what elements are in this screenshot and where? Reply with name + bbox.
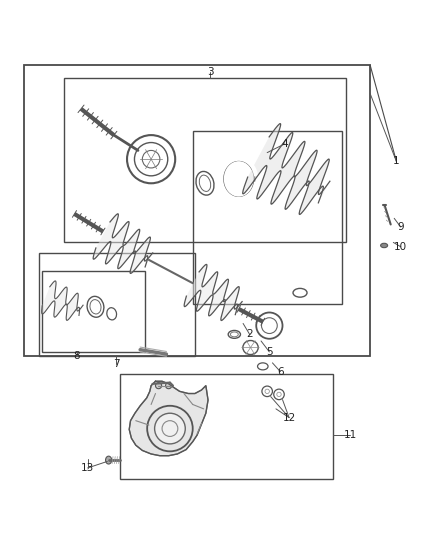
Circle shape [155,413,185,444]
Circle shape [166,383,172,389]
Text: 11: 11 [344,430,357,440]
Polygon shape [243,124,330,214]
Text: 12: 12 [283,413,296,423]
Text: 8: 8 [73,351,80,361]
Text: 3: 3 [207,67,214,77]
Bar [24,65,370,356]
Polygon shape [42,281,83,320]
Text: 2: 2 [246,329,253,340]
Polygon shape [93,214,153,273]
Polygon shape [129,381,208,456]
Bar [42,271,145,352]
Bar [120,374,333,479]
Polygon shape [184,264,242,320]
Bar [39,253,195,356]
Text: 9: 9 [397,222,404,232]
Text: 13: 13 [81,463,94,473]
Text: 5: 5 [266,347,273,357]
Text: 10: 10 [394,242,407,252]
Bar [64,78,346,243]
Circle shape [155,383,162,389]
Text: 6: 6 [277,367,284,377]
Bar [193,131,342,304]
Ellipse shape [106,456,112,464]
Text: 7: 7 [113,359,120,369]
Ellipse shape [381,243,388,248]
Text: 1: 1 [393,156,400,166]
Text: 4: 4 [281,139,288,149]
